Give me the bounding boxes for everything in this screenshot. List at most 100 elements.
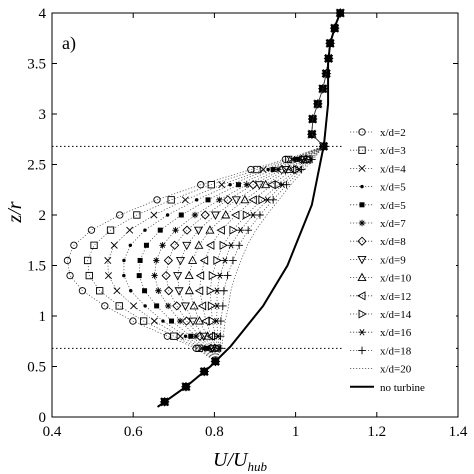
marker-star <box>249 211 257 219</box>
marker-triangle-up <box>194 316 204 325</box>
marker-filled-square <box>169 318 175 324</box>
legend-label: x/d=3 <box>380 145 406 157</box>
marker-diamond <box>195 331 205 341</box>
marker-x <box>126 226 134 234</box>
marker-triangle-left <box>194 286 204 296</box>
marker-circle <box>197 181 205 189</box>
marker-triangle-down <box>210 211 221 220</box>
marker-x <box>104 272 112 280</box>
marker-asterisk <box>216 196 223 204</box>
marker-square <box>167 196 175 204</box>
series-line <box>123 12 341 403</box>
marker-plus <box>235 241 243 250</box>
marker-x <box>198 344 206 352</box>
legend-label: x/d=7 <box>380 218 406 230</box>
legend-label: x/d=12 <box>380 291 411 303</box>
legend-entry: x/d=2 <box>350 127 406 139</box>
axes: 0.4 0.6 0.8 1 1.2 1.4 0 0.5 1 1.5 2 2.5 3 3.5 4 <box>27 6 468 440</box>
legend-entry: x/d=10 <box>350 273 412 285</box>
series-line <box>164 12 341 403</box>
y-tick-label: 3.5 <box>27 57 46 73</box>
marker-plus <box>256 211 264 219</box>
marker-filled-square <box>143 242 149 248</box>
marker-triangle-right <box>213 255 222 266</box>
marker-triangle-right <box>242 210 252 220</box>
y-axis-label: z/r <box>4 201 26 223</box>
x-tick-label: 0.8 <box>205 424 224 440</box>
marker-diamond <box>164 286 174 296</box>
marker-diamond <box>277 164 287 175</box>
marker-filled-square <box>137 257 143 263</box>
legend-entry: x/d=5 <box>350 182 406 194</box>
series-line <box>87 12 341 403</box>
legend-entry: x/d=12 <box>350 291 411 303</box>
y-tick-label: 1.5 <box>27 259 46 275</box>
marker-diamond <box>223 195 233 205</box>
marker-filled-square <box>142 288 148 294</box>
marker-filled-square <box>157 227 163 233</box>
marker-filled-square <box>359 202 365 208</box>
x-tick-label: 1 <box>292 424 300 440</box>
legend: x/d=2 x/d=3 x/d=4 x/d=5 x/d=5 x/d=7 x/d=8 x/d=9… <box>344 122 456 403</box>
marker-x <box>259 166 267 174</box>
marker-triangle-left <box>199 255 209 266</box>
marker-square <box>170 332 178 340</box>
marker-triangle-right <box>211 331 221 341</box>
y-tick-label: 0 <box>39 410 47 426</box>
marker-dot <box>122 273 126 278</box>
legend-entry: x/d=5 <box>350 200 406 212</box>
marker-triangle-right <box>208 271 218 281</box>
marker-triangle-right <box>229 225 238 235</box>
marker-triangle-left <box>216 225 225 235</box>
marker-triangle-left <box>357 291 366 301</box>
marker-filled-square <box>188 333 194 339</box>
marker-triangle-left <box>197 301 207 311</box>
marker-asterisk <box>191 211 199 219</box>
series-line <box>164 12 341 403</box>
legend-label: x/d=10 <box>380 273 412 285</box>
marker-plus <box>229 256 237 265</box>
marker-diamond <box>181 316 192 326</box>
marker-plus <box>244 226 252 234</box>
legend-entry: x/d=16 <box>350 327 412 339</box>
x-tick-label: 1.4 <box>449 424 468 440</box>
marker-dot <box>228 183 232 187</box>
marker-dot <box>143 228 147 232</box>
marker-diamond <box>248 180 258 190</box>
x-axis-label-main: U/U <box>213 449 249 471</box>
legend-label: x/d=20 <box>380 364 412 376</box>
series-13 <box>164 12 341 403</box>
legend-label: x/d=16 <box>380 327 412 339</box>
marker-x <box>358 164 366 172</box>
series-line <box>164 12 341 403</box>
legend-entry: x/d=8 <box>350 236 406 248</box>
marker-dot <box>143 304 147 308</box>
legend-entry: x/d=7 <box>350 218 406 230</box>
marker-plus <box>297 165 306 174</box>
marker-plus <box>282 180 291 189</box>
legend-label: x/d=14 <box>380 309 412 321</box>
marker-triangle-down <box>254 181 264 190</box>
panel-label: a) <box>62 33 76 54</box>
marker-x <box>218 181 226 189</box>
y-tick-label: 3 <box>39 107 47 123</box>
marker-star <box>216 272 224 279</box>
x-axis-label: U/Uhub <box>213 449 267 474</box>
marker-asterisk <box>159 242 166 249</box>
marker-dot <box>360 184 364 189</box>
marker-diamond <box>163 255 174 266</box>
marker-plus <box>314 100 322 108</box>
marker-triangle-up <box>189 300 199 310</box>
marker-triangle-down <box>280 166 291 175</box>
marker-triangle-up <box>188 255 198 264</box>
marker-star <box>237 226 245 234</box>
marker-filled-square <box>178 212 184 218</box>
marker-plus <box>308 115 317 123</box>
marker-filled-square <box>270 167 276 173</box>
marker-diamond <box>172 301 182 311</box>
marker-triangle-left <box>206 240 215 250</box>
marker-triangle-up <box>184 270 194 280</box>
legend-entry: x/d=4 <box>350 163 406 175</box>
marker-circle <box>153 196 161 204</box>
